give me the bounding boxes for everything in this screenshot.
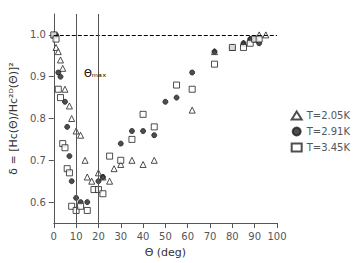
svg-text:80: 80 [226,231,239,242]
svg-text:0.8: 0.8 [30,113,46,124]
svg-text:40: 40 [137,231,150,242]
svg-text:T=2.91K: T=2.91K [306,126,351,137]
svg-text:0.6: 0.6 [30,197,46,208]
svg-text:100: 100 [267,231,286,242]
svg-text:20: 20 [92,231,105,242]
svg-text:10: 10 [70,231,83,242]
svg-text:70: 70 [204,231,217,242]
svg-text:T=2.05K: T=2.05K [306,110,351,121]
svg-text:0.9: 0.9 [30,71,46,82]
svg-text:0.7: 0.7 [30,155,46,166]
svg-text:30: 30 [114,231,127,242]
svg-text:1.0: 1.0 [30,29,46,40]
svg-text:T=3.45K: T=3.45K [306,142,351,153]
svg-text:Θ (deg): Θ (deg) [145,246,186,259]
svg-text:0: 0 [51,231,57,242]
svg-text:δ = [Hc(Θ)/Hc²ᴰ(Θ)]²: δ = [Hc(Θ)/Hc²ᴰ(Θ)]² [7,62,20,175]
svg-text:Θₘₐₓ: Θₘₐₓ [84,68,106,79]
svg-text:50: 50 [159,231,172,242]
svg-text:90: 90 [248,231,261,242]
svg-text:60: 60 [181,231,194,242]
